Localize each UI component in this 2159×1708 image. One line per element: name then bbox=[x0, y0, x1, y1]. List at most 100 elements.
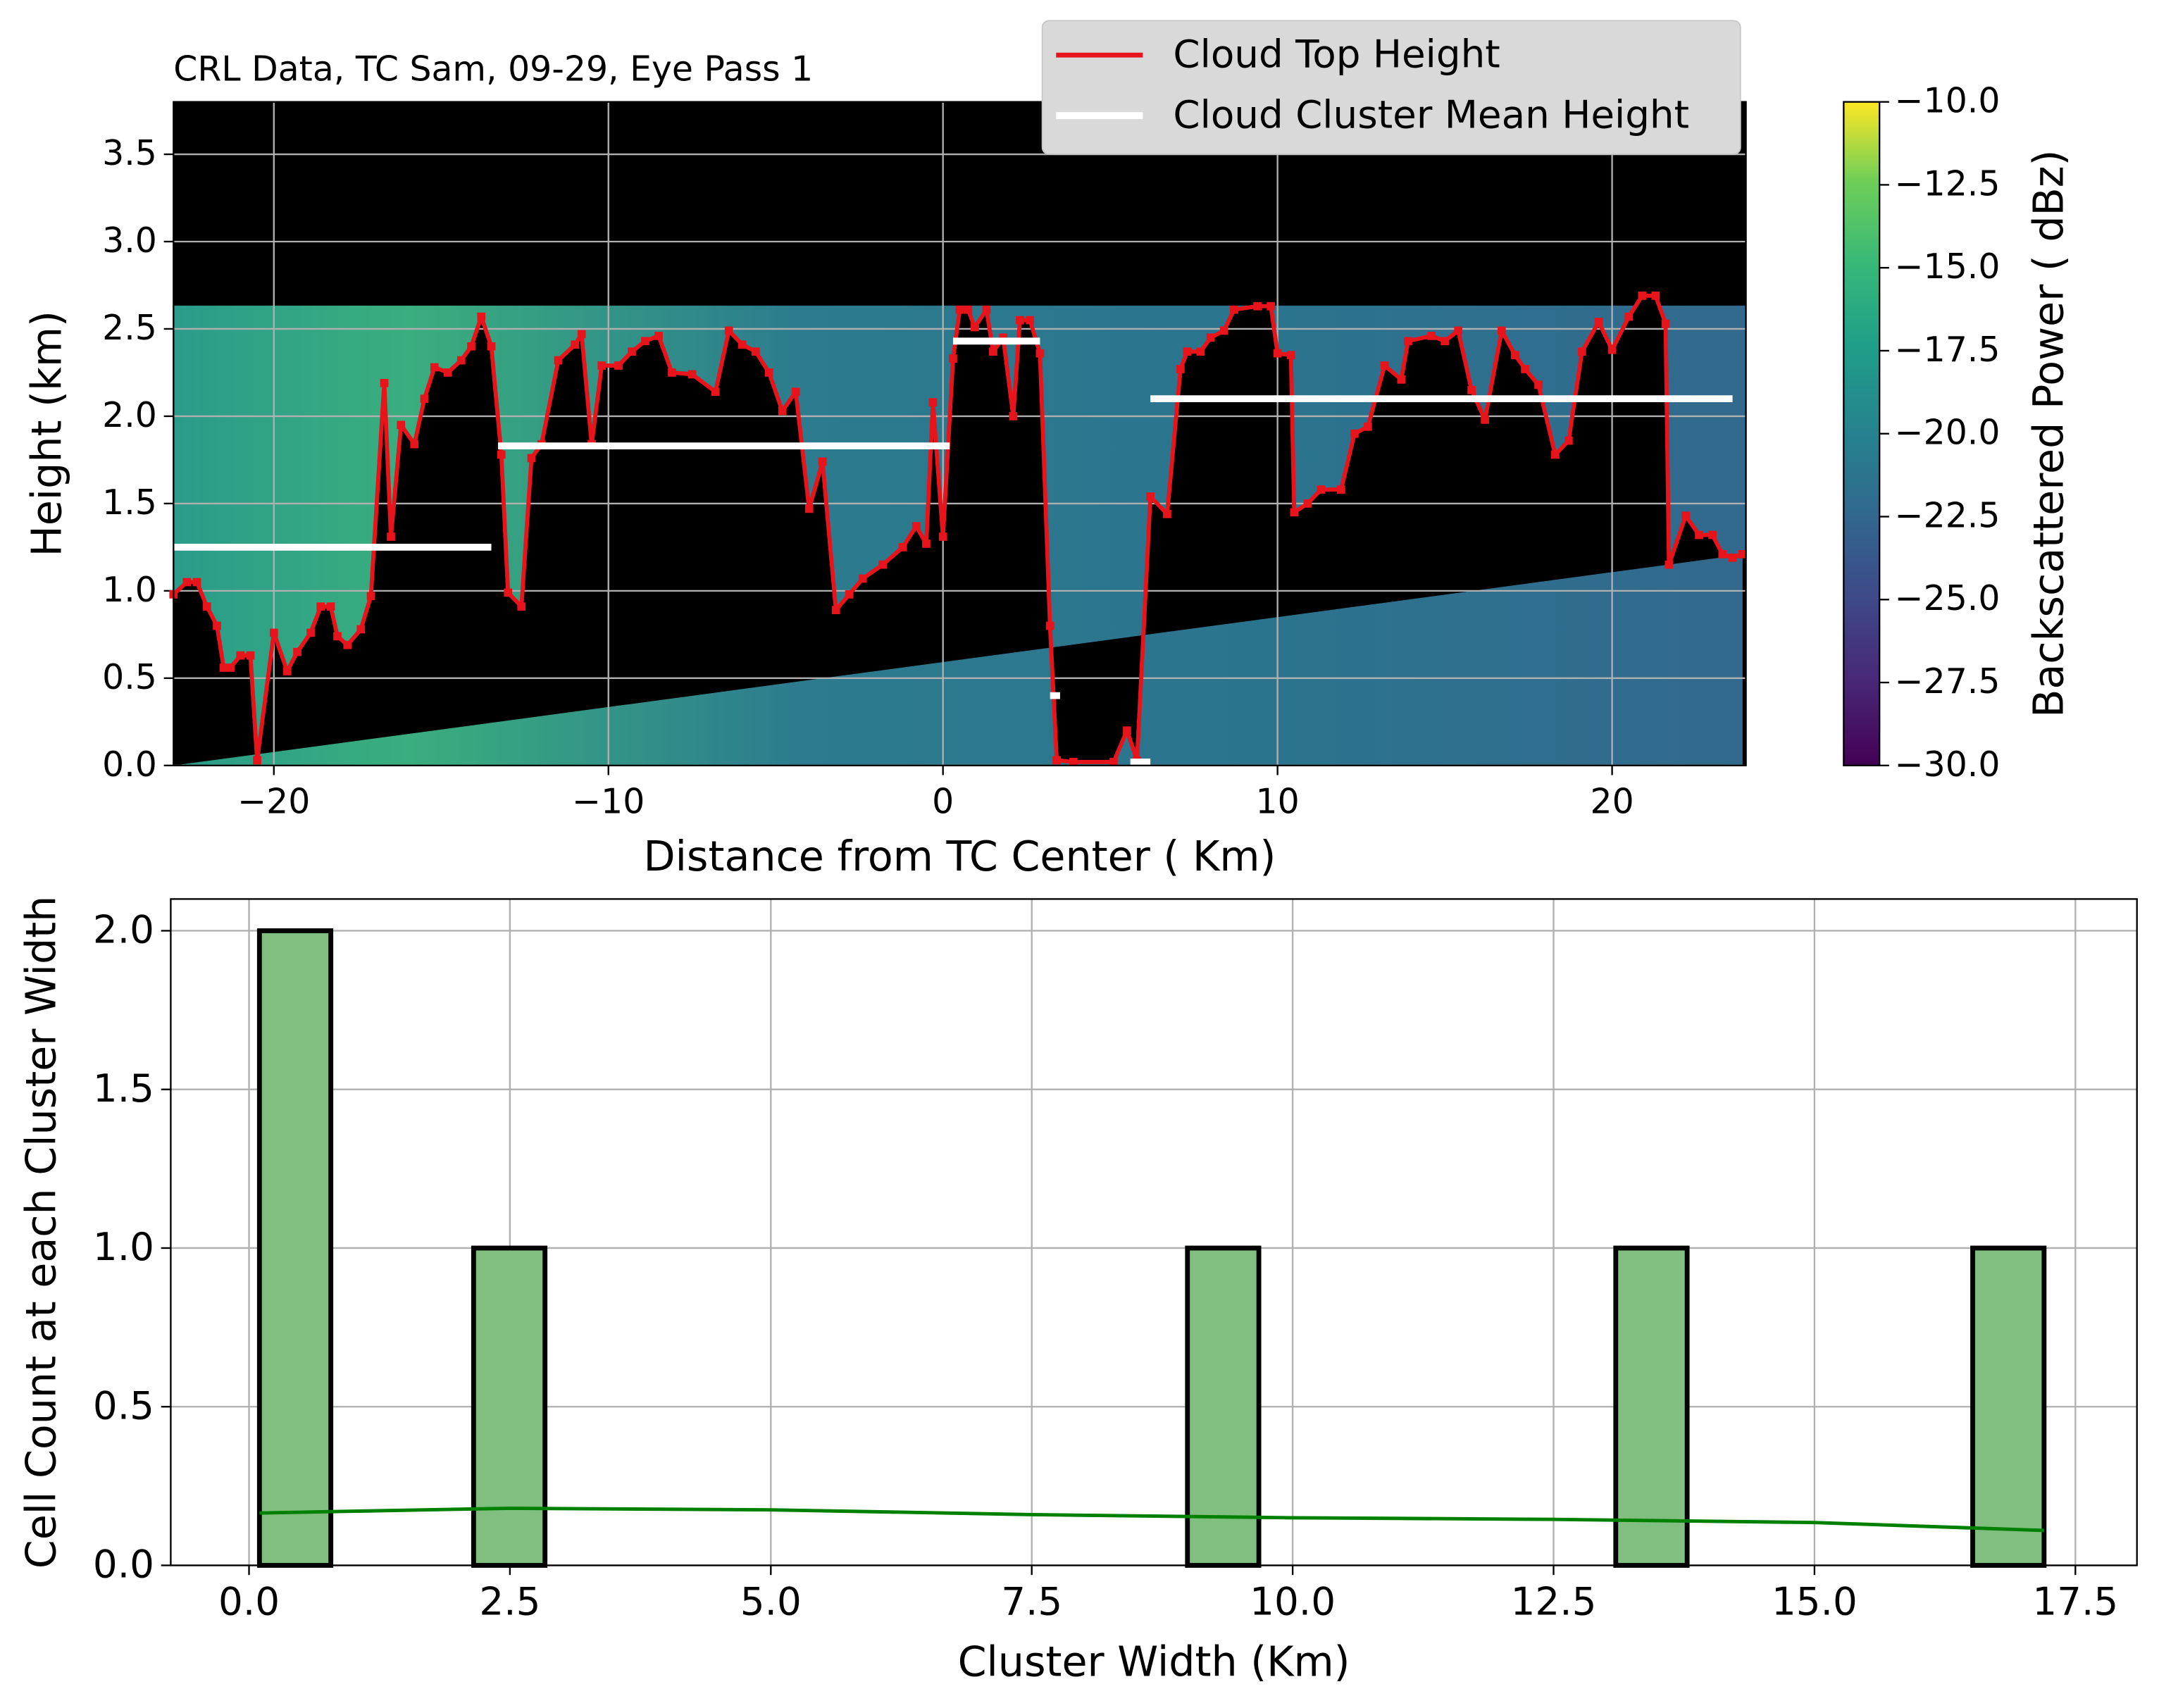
cloud-top-point bbox=[764, 368, 773, 377]
colorbar-tick-label: −25.0 bbox=[1895, 578, 2001, 618]
cloud-top-point bbox=[668, 368, 676, 377]
cloud-top-point bbox=[1427, 332, 1436, 340]
cloud-top-point bbox=[380, 378, 389, 387]
cloud-top-point bbox=[845, 590, 854, 599]
legend-label: Cloud Top Height bbox=[1173, 31, 1500, 76]
cloud-top-point bbox=[1681, 511, 1690, 520]
colorbar-tick-label: −15.0 bbox=[1895, 247, 2001, 287]
cloud-top-line bbox=[172, 293, 1743, 764]
cloud-top-point bbox=[527, 454, 536, 463]
cloud-top-point bbox=[1045, 621, 1054, 630]
cloud-top-point bbox=[1052, 756, 1062, 765]
cloud-top-point bbox=[804, 504, 814, 513]
cloud-top-point bbox=[982, 305, 991, 314]
cloud-top-point bbox=[597, 361, 606, 370]
cloud-top-point bbox=[938, 532, 947, 541]
cloud-top-point bbox=[246, 651, 255, 660]
y-tick-label: 2.5 bbox=[102, 308, 157, 348]
plot-frame bbox=[170, 898, 2138, 1566]
plot-frame bbox=[173, 101, 1747, 766]
x-tick-label: 5.0 bbox=[740, 1578, 802, 1623]
y-axis-label: Cell Count at each Cluster Width bbox=[18, 896, 66, 1569]
cloud-top-point bbox=[504, 588, 513, 597]
cloud-top-point bbox=[410, 440, 419, 449]
cloud-top-point bbox=[293, 647, 301, 656]
legend: Cloud Top Height Cloud Cluster Mean Heig… bbox=[1041, 20, 1741, 155]
x-tick-label: 12.5 bbox=[1511, 1578, 1597, 1623]
cloud-top-point bbox=[831, 606, 840, 615]
cloud-top-point bbox=[955, 305, 964, 314]
cloud-top-point bbox=[467, 342, 475, 351]
y-tick-label: 2.0 bbox=[102, 395, 157, 435]
cloud-top-point bbox=[213, 621, 221, 630]
y-tick-label: 2.0 bbox=[93, 907, 154, 952]
plots: −20 −10 0 10 20 0.0 0.5 1.0 1.5 2.0 2.5 3.0 3.5 −10.0… bbox=[93, 81, 2138, 1623]
cloud-top-point bbox=[922, 540, 931, 548]
colorbar-tick-label: −20.0 bbox=[1895, 413, 2001, 453]
cloud-top-point bbox=[1196, 347, 1205, 356]
legend-box bbox=[1041, 20, 1741, 155]
cloud-top-point bbox=[1290, 508, 1299, 517]
x-tick-label: 0.0 bbox=[218, 1578, 280, 1623]
cloud-top-point bbox=[1267, 301, 1276, 311]
cloud-top-point bbox=[687, 370, 697, 379]
y-tick-label: 1.0 bbox=[93, 1224, 154, 1269]
cloud-top-point bbox=[1350, 429, 1359, 438]
cloud-top-point bbox=[1564, 436, 1573, 445]
colorbar-tick-label: −17.5 bbox=[1895, 330, 2001, 370]
cloud-top-point bbox=[236, 651, 245, 660]
histogram-bar bbox=[1185, 1245, 1262, 1568]
legend-label: Cloud Cluster Mean Height bbox=[1173, 92, 1689, 137]
cloud-top-point bbox=[1163, 509, 1171, 518]
x-tick-label: −20 bbox=[237, 782, 310, 822]
x-tick-label: 17.5 bbox=[2032, 1578, 2118, 1623]
y-tick-label: 3.5 bbox=[102, 133, 157, 173]
cloud-top-point bbox=[1510, 351, 1519, 360]
cloud-top-point bbox=[1176, 365, 1185, 373]
colorbar-label: Backscattered Power ( dBz) bbox=[2025, 150, 2073, 718]
cloud-top-point bbox=[964, 305, 973, 314]
cloud-top-point bbox=[420, 394, 429, 404]
cloud-top-point bbox=[628, 347, 636, 356]
histogram-bar bbox=[256, 928, 334, 1568]
kde-line bbox=[259, 1506, 2044, 1533]
cloud-top-point bbox=[711, 387, 720, 397]
cloud-top-point bbox=[1638, 291, 1647, 300]
cloud-top-point bbox=[989, 347, 997, 356]
cloud-top-point bbox=[477, 312, 486, 321]
cloud-top-point bbox=[641, 337, 649, 346]
cloud-top-point bbox=[333, 632, 342, 641]
cloud-top-point bbox=[487, 342, 496, 351]
cloud-top-point bbox=[253, 756, 261, 765]
cloud-top-point bbox=[654, 332, 663, 340]
x-axis-label: Cluster Width (Km) bbox=[958, 1638, 1350, 1685]
cloud-top-point bbox=[1550, 450, 1560, 459]
cloud-top-point bbox=[1219, 326, 1228, 335]
cloud-top-point bbox=[1026, 316, 1035, 325]
cloud-top-point bbox=[182, 578, 192, 587]
cloud-top-point bbox=[1380, 361, 1389, 370]
cloud-top-point bbox=[356, 625, 366, 634]
cloud-top-point bbox=[778, 406, 787, 416]
cloud-top-point bbox=[387, 532, 395, 541]
cloud-top-point bbox=[791, 387, 800, 397]
y-tick-label: 1.0 bbox=[102, 570, 157, 610]
cloud-top-point bbox=[202, 602, 211, 611]
colorbar-tick-label: −10.0 bbox=[1895, 81, 2001, 121]
cloud-top-point bbox=[1695, 530, 1703, 540]
cloud-top-point bbox=[269, 628, 278, 637]
y-tick-label: 1.5 bbox=[93, 1066, 154, 1111]
y-tick-label: 0.5 bbox=[93, 1383, 154, 1428]
histogram-bar bbox=[471, 1245, 548, 1568]
x-tick-label: 20 bbox=[1591, 782, 1634, 822]
histogram-bar bbox=[1613, 1245, 1690, 1568]
cloud-top-point bbox=[366, 592, 375, 601]
cloud-top-point bbox=[738, 340, 747, 349]
cloud-top-point bbox=[1337, 485, 1345, 494]
colorbar bbox=[1843, 101, 1881, 766]
cloud-top-point bbox=[999, 333, 1008, 342]
cloud-top-point bbox=[1303, 499, 1312, 508]
x-tick-label: 7.5 bbox=[1001, 1578, 1062, 1623]
chart-title: CRL Data, TC Sam, 09-29, Eye Pass 1 bbox=[173, 49, 813, 89]
